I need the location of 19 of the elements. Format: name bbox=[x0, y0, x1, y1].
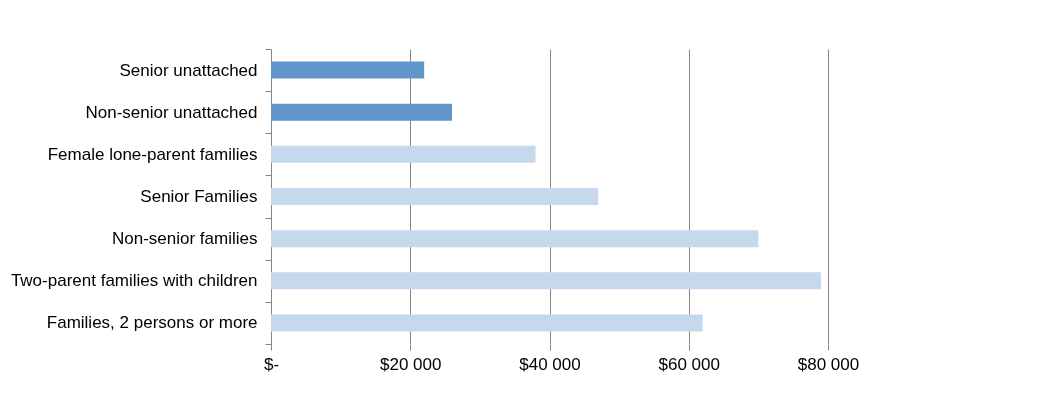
bar bbox=[271, 103, 453, 121]
bar bbox=[271, 314, 703, 332]
y-tick-label: Families, 2 persons or more bbox=[46, 313, 258, 333]
x-tick-label: $80 000 bbox=[797, 354, 860, 374]
x-tick-label: $20 000 bbox=[380, 354, 442, 374]
bar bbox=[271, 272, 822, 290]
y-tick-label: Non-senior families bbox=[112, 229, 258, 249]
y-tick-label: Senior unattached bbox=[119, 60, 258, 80]
y-tick-label: Two-parent families with children bbox=[10, 271, 258, 291]
x-tick-label: $- bbox=[263, 354, 280, 374]
x-tick-label: $40 000 bbox=[519, 354, 581, 374]
bar bbox=[271, 230, 759, 248]
y-tick-label: Non-senior unattached bbox=[85, 102, 258, 122]
bar bbox=[271, 188, 599, 205]
y-tick-label: Female lone-parent families bbox=[47, 144, 258, 164]
y-tick-label: Senior Families bbox=[140, 187, 258, 206]
x-tick-label: $60 000 bbox=[658, 354, 720, 374]
bar bbox=[271, 145, 536, 163]
bar bbox=[271, 61, 425, 79]
